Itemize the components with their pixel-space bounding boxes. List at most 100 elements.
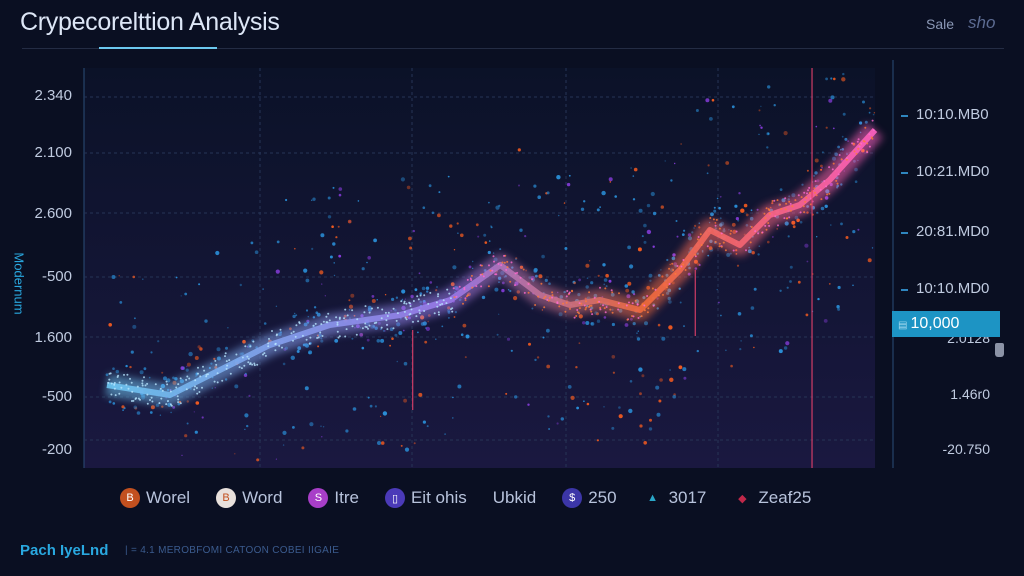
scatter-point bbox=[537, 195, 541, 199]
band-point bbox=[551, 296, 554, 299]
scatter-point bbox=[510, 349, 513, 352]
legend-item[interactable]: ◆ Zeaf25 bbox=[732, 488, 811, 508]
band-point bbox=[146, 402, 149, 405]
scatter-point bbox=[513, 296, 518, 301]
scatter-point bbox=[351, 337, 354, 340]
band-point bbox=[464, 299, 467, 302]
scatter-point bbox=[680, 143, 682, 145]
band-point bbox=[488, 264, 490, 267]
scatter-point bbox=[317, 345, 320, 348]
scatter-point bbox=[632, 198, 636, 201]
scatter-point bbox=[248, 394, 251, 397]
scatter-point bbox=[834, 152, 838, 157]
band-point bbox=[730, 229, 733, 232]
scatter-point bbox=[668, 300, 672, 304]
scatter-point bbox=[404, 298, 406, 300]
band-point bbox=[724, 249, 727, 252]
band-point bbox=[506, 266, 509, 269]
legend-item[interactable]: B Word bbox=[216, 488, 282, 508]
scatter-point bbox=[590, 281, 594, 285]
band-point bbox=[466, 294, 469, 297]
scatter-point bbox=[460, 333, 464, 337]
band-point bbox=[463, 286, 466, 289]
scatter-point bbox=[637, 247, 642, 252]
band-point bbox=[662, 293, 664, 296]
legend-item[interactable]: B Worel bbox=[120, 488, 190, 508]
scatter-point bbox=[576, 406, 579, 410]
band-point bbox=[771, 200, 774, 202]
band-point bbox=[745, 249, 747, 252]
scatter-point bbox=[413, 442, 416, 445]
scatter-point bbox=[488, 201, 490, 204]
scatter-point bbox=[256, 458, 260, 462]
band-point bbox=[784, 197, 787, 200]
band-point bbox=[418, 309, 421, 312]
scatter-point bbox=[767, 85, 771, 89]
scatter-point bbox=[155, 403, 160, 407]
scatter-point bbox=[814, 158, 819, 163]
band-point bbox=[346, 314, 349, 317]
scatter-point bbox=[783, 346, 788, 350]
legend-item[interactable]: ▯ Eit ohis bbox=[384, 488, 467, 508]
band-point bbox=[641, 303, 644, 306]
right-tick-label: -20.750 bbox=[942, 441, 990, 457]
band-point bbox=[161, 389, 164, 392]
scatter-point bbox=[820, 206, 825, 211]
scatter-point bbox=[494, 287, 499, 292]
band-point bbox=[435, 301, 438, 304]
band-point bbox=[489, 269, 492, 272]
band-point bbox=[226, 364, 229, 367]
y-tick-label: 1.600 bbox=[34, 329, 72, 346]
scatter-point bbox=[830, 95, 835, 100]
scatter-point bbox=[275, 269, 280, 274]
band-point bbox=[820, 198, 823, 201]
scatter-point bbox=[391, 297, 395, 301]
scatter-point bbox=[776, 228, 779, 230]
band-point bbox=[715, 218, 718, 221]
band-point bbox=[409, 312, 412, 315]
band-point bbox=[423, 310, 426, 312]
scatter-point bbox=[305, 278, 310, 283]
band-point bbox=[247, 361, 250, 364]
band-point bbox=[855, 152, 858, 155]
legend-item[interactable]: $250 bbox=[562, 488, 617, 508]
band-point bbox=[146, 393, 149, 396]
legend-item[interactable]: Ubkid bbox=[493, 488, 536, 508]
band-point bbox=[585, 300, 587, 303]
scatter-point bbox=[213, 357, 216, 360]
scatter-point bbox=[637, 330, 639, 332]
scatter-point bbox=[136, 411, 141, 415]
scatter-point bbox=[664, 160, 666, 162]
band-point bbox=[492, 255, 495, 258]
scatter-point bbox=[784, 221, 789, 226]
scatter-point bbox=[683, 376, 687, 380]
legend-item[interactable]: S Itre bbox=[308, 488, 359, 508]
band-point bbox=[754, 230, 757, 233]
band-point bbox=[170, 404, 173, 407]
scatter-point bbox=[115, 369, 120, 374]
scatter-point bbox=[596, 319, 601, 323]
drag-handle[interactable] bbox=[995, 343, 1004, 357]
band-point bbox=[565, 301, 568, 304]
scatter-point bbox=[216, 347, 221, 352]
scatter-point bbox=[441, 325, 444, 328]
scatter-point bbox=[683, 229, 686, 232]
scatter-point bbox=[457, 232, 459, 234]
band-point bbox=[380, 317, 383, 320]
legend-item[interactable]: ▲ 3017 bbox=[643, 488, 706, 508]
band-point bbox=[676, 265, 679, 267]
scatter-point bbox=[852, 284, 854, 287]
scatter-point bbox=[567, 385, 572, 389]
scatter-point bbox=[452, 396, 454, 399]
band-point bbox=[718, 242, 721, 245]
sho-button[interactable]: sho bbox=[968, 13, 996, 32]
scatter-point bbox=[499, 248, 502, 251]
band-point bbox=[672, 269, 675, 271]
band-point bbox=[482, 275, 485, 278]
band-point bbox=[785, 202, 788, 205]
band-point bbox=[267, 342, 270, 345]
sale-button[interactable]: Sale bbox=[926, 16, 955, 32]
band-point bbox=[224, 352, 227, 355]
scatter-point bbox=[751, 251, 755, 255]
scatter-point bbox=[813, 174, 816, 177]
